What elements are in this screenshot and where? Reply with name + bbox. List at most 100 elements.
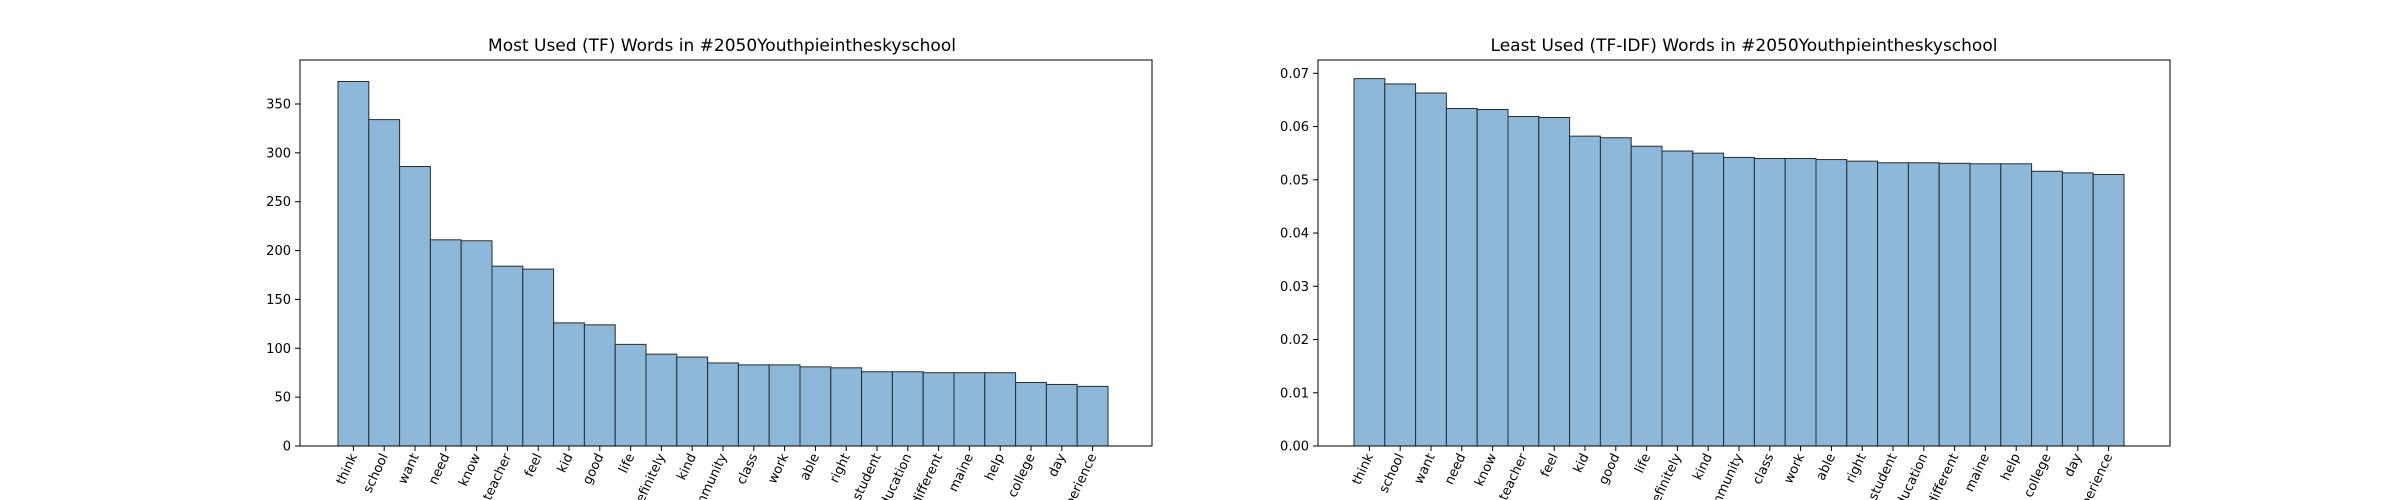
tf-bar-8 bbox=[583, 324, 616, 447]
tfidf-x-label-14: work bbox=[1781, 451, 1808, 486]
tf-x-label-17: student bbox=[850, 451, 885, 500]
tf-bar-15 bbox=[799, 366, 832, 447]
tfidf-x-label-7: kid bbox=[1571, 451, 1593, 475]
tf-x-label-3: need bbox=[426, 451, 453, 487]
tfidf-bar-23 bbox=[2061, 172, 2094, 447]
tfidf-x-label-4: know bbox=[1472, 451, 1500, 489]
tf-bar-3 bbox=[429, 239, 462, 447]
tf-bar-12 bbox=[707, 362, 739, 447]
tfidf-bar-2 bbox=[1415, 92, 1447, 447]
tfidf-bar-17 bbox=[1877, 162, 1909, 447]
tfidf-y-label-3: 0.03 bbox=[1280, 280, 1309, 295]
tf-bar-13 bbox=[737, 364, 770, 447]
tfidf-x-label-6: feel bbox=[1538, 451, 1562, 479]
tf-x-label-8: good bbox=[580, 451, 607, 487]
tfidf-x-label-1: school bbox=[1377, 451, 1408, 495]
tf-x-label-6: feel bbox=[522, 451, 546, 479]
tf-bar-7 bbox=[553, 322, 585, 447]
tfidf-bar-20 bbox=[1969, 163, 2002, 447]
tf-x-label-23: day bbox=[1046, 451, 1070, 479]
tf-y-axis: 0 50 100 150 200 250 300 350 bbox=[266, 97, 300, 455]
tf-y-label-3: 150 bbox=[266, 293, 291, 308]
tf-x-label-15: able bbox=[798, 451, 823, 483]
tfidf-x-label-22: college bbox=[2021, 451, 2054, 500]
tfidf-y-label-5: 0.05 bbox=[1280, 173, 1309, 188]
tf-x-label-5: teacher bbox=[480, 451, 515, 500]
tf-bar-4 bbox=[460, 240, 493, 447]
tf-x-label-20: maine bbox=[946, 451, 977, 494]
tfidf-y-axis: 0.00 0.01 0.02 0.03 0.04 0.05 0.06 0.07 bbox=[1280, 67, 1318, 455]
tfidf-bar-18 bbox=[1907, 162, 1940, 447]
tfidf-bar-22 bbox=[2031, 170, 2063, 447]
tfidf-x-label-2: want bbox=[1412, 451, 1439, 486]
tfidf-y-label-6: 0.06 bbox=[1280, 120, 1309, 135]
tf-x-label-0: think bbox=[334, 451, 362, 487]
tfidf-chart: Least Used (TF-IDF) Words in #2050Youthp… bbox=[1280, 36, 2171, 500]
tf-bar-20 bbox=[953, 372, 986, 447]
tfidf-bar-6 bbox=[1538, 117, 1571, 447]
tfidf-bars bbox=[1353, 78, 2125, 447]
tfidf-chart-title: Least Used (TF-IDF) Words in #2050Youthp… bbox=[1491, 36, 1998, 56]
tf-bar-21 bbox=[984, 372, 1017, 447]
tfidf-bar-4 bbox=[1476, 109, 1509, 447]
tfidf-y-label-1: 0.01 bbox=[1280, 386, 1309, 401]
tfidf-y-label-2: 0.02 bbox=[1280, 333, 1309, 348]
tfidf-bar-19 bbox=[1938, 162, 1971, 447]
tf-x-label-21: help bbox=[982, 451, 1007, 483]
tfidf-bar-14 bbox=[1784, 158, 1817, 447]
tf-bar-5 bbox=[491, 265, 524, 447]
tf-bar-1 bbox=[368, 119, 401, 447]
tfidf-bar-21 bbox=[2000, 163, 2033, 447]
tf-bar-0 bbox=[337, 81, 370, 447]
tfidf-bar-0 bbox=[1353, 78, 1386, 447]
tf-x-label-11: kind bbox=[675, 451, 700, 482]
tfidf-x-label-11: kind bbox=[1691, 451, 1716, 482]
tfidf-x-label-15: able bbox=[1814, 451, 1839, 483]
tf-x-label-2: want bbox=[396, 451, 423, 486]
tf-bar-14 bbox=[768, 364, 801, 447]
tf-bar-24 bbox=[1076, 385, 1109, 447]
tfidf-bar-15 bbox=[1815, 159, 1848, 447]
tf-bar-6 bbox=[522, 268, 555, 447]
tfidf-bar-12 bbox=[1723, 156, 1755, 447]
tfidf-x-label-13: class bbox=[1750, 451, 1777, 487]
tfidf-x-label-9: life bbox=[1632, 451, 1654, 475]
tfidf-x-label-5: teacher bbox=[1496, 451, 1531, 500]
tf-bar-2 bbox=[399, 166, 431, 447]
tfidf-bar-11 bbox=[1692, 152, 1725, 447]
tf-x-label-4: know bbox=[456, 451, 484, 489]
tfidf-x-label-16: right bbox=[1843, 451, 1870, 485]
tf-y-label-0: 0 bbox=[283, 440, 291, 455]
tfidf-x-label-8: good bbox=[1596, 451, 1623, 487]
tf-y-label-4: 200 bbox=[266, 244, 291, 259]
tf-bar-11 bbox=[676, 356, 709, 447]
tf-bars bbox=[337, 81, 1109, 447]
tf-x-label-1: school bbox=[361, 451, 392, 495]
tfidf-bar-9 bbox=[1630, 145, 1663, 447]
tf-bar-18 bbox=[891, 371, 924, 447]
tf-y-label-6: 300 bbox=[266, 146, 291, 161]
tf-y-label-5: 250 bbox=[266, 195, 291, 210]
tf-chart: Most Used (TF) Words in #2050Youthpieint… bbox=[266, 36, 1153, 500]
tfidf-bar-8 bbox=[1599, 137, 1632, 447]
tf-x-label-7: kid bbox=[555, 451, 577, 475]
tfidf-bar-1 bbox=[1384, 83, 1417, 447]
tfidf-bar-24 bbox=[2092, 173, 2125, 447]
tf-bar-17 bbox=[861, 371, 893, 447]
tf-x-label-22: college bbox=[1005, 451, 1038, 500]
tfidf-y-label-4: 0.04 bbox=[1280, 227, 1309, 242]
tf-bar-16 bbox=[830, 367, 863, 447]
tfidf-plot-frame bbox=[1317, 59, 2171, 447]
tfidf-x-label-21: help bbox=[1998, 451, 2023, 483]
tfidf-bar-3 bbox=[1445, 107, 1478, 447]
tfidf-bar-16 bbox=[1846, 160, 1879, 447]
tfidf-x-label-17: student bbox=[1866, 451, 1901, 500]
tf-y-label-7: 350 bbox=[266, 97, 291, 112]
tf-x-label-13: class bbox=[734, 451, 761, 487]
tfidf-bar-10 bbox=[1661, 150, 1694, 447]
tf-x-label-16: right bbox=[827, 451, 854, 485]
tf-y-label-1: 50 bbox=[274, 391, 291, 406]
